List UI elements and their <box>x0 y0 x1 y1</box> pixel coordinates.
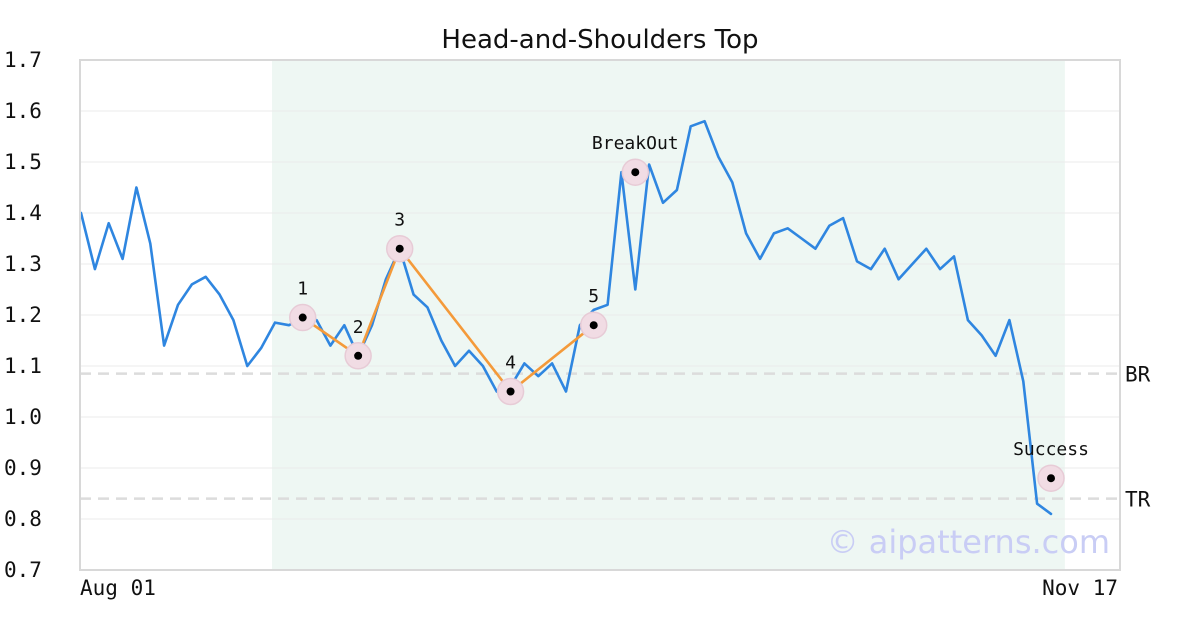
series-layer <box>79 119 1053 516</box>
marker-dot <box>298 313 307 322</box>
marker-dot <box>354 351 363 360</box>
y-tick-label: 0.9 <box>4 456 42 480</box>
marker-label: BreakOut <box>592 133 679 154</box>
x-tick-label: Aug 01 <box>80 576 156 600</box>
watermark: © aipatterns.com <box>827 523 1110 561</box>
y-tick-label: 0.7 <box>4 558 42 582</box>
x-axis-ticks: Aug 01 Nov 17 <box>80 576 1118 600</box>
grid-layer <box>80 110 1120 520</box>
plot-frame <box>79 59 1121 571</box>
markers-layer: 1 2 3 4 5 BreakOut Success <box>288 133 1089 492</box>
y-tick-label: 1.6 <box>4 99 42 123</box>
marker-label: 4 <box>505 353 516 374</box>
x-tick-label: Nov 17 <box>1042 576 1118 600</box>
y-tick-label: 1.1 <box>4 354 42 378</box>
reference-lines-layer: BR TR <box>80 363 1151 512</box>
reference-line-label: BR <box>1125 363 1151 387</box>
marker-label: 3 <box>394 210 405 231</box>
y-tick-label: 1.7 <box>4 48 42 72</box>
marker-label: 5 <box>588 286 599 307</box>
y-tick-label: 1.4 <box>4 201 42 225</box>
chart-title: Head-and-Shoulders Top <box>441 25 758 55</box>
marker-dot <box>1047 474 1055 483</box>
marker-label: 1 <box>297 279 308 300</box>
y-tick-label: 0.8 <box>4 507 42 531</box>
marker-dot <box>395 244 404 253</box>
price-series-line <box>79 119 1053 516</box>
marker-label: 2 <box>353 317 364 338</box>
marker-label: Success <box>1013 439 1089 460</box>
y-tick-label: 1.0 <box>4 405 42 429</box>
marker-dot <box>589 321 598 330</box>
y-tick-label: 1.5 <box>4 150 42 174</box>
reference-line-label: TR <box>1125 488 1151 512</box>
marker-dot <box>506 387 515 396</box>
y-tick-label: 1.2 <box>4 303 42 327</box>
y-axis-ticks: 0.7 0.8 0.9 1.0 1.1 1.2 1.3 1.4 1.5 1.6 1.7 <box>4 48 42 582</box>
y-tick-label: 1.3 <box>4 252 42 276</box>
marker-dot <box>631 168 640 177</box>
